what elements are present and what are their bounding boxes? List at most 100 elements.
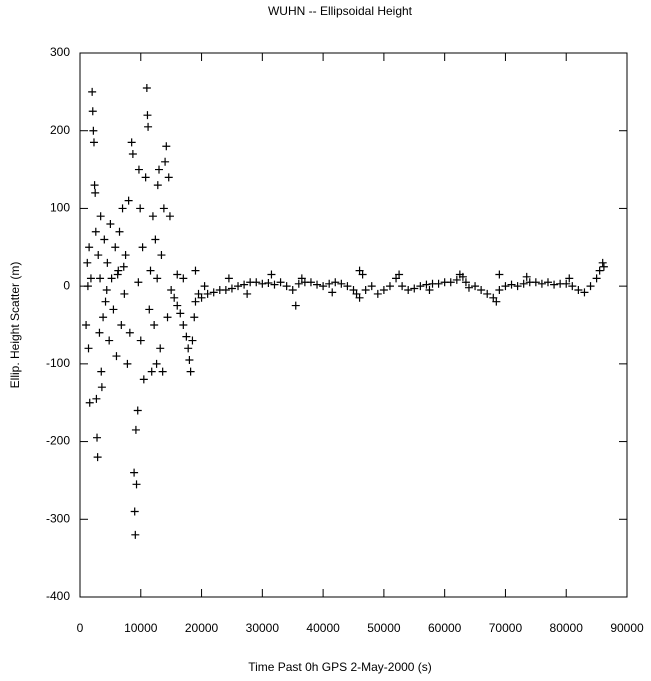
data-point (483, 289, 492, 298)
data-point (227, 284, 236, 293)
data-point (519, 279, 528, 288)
data-point (543, 278, 552, 287)
data-point (96, 274, 105, 283)
data-point (139, 375, 148, 384)
data-point (328, 288, 337, 297)
data-point (599, 262, 608, 271)
data-point (355, 293, 364, 302)
x-tick-label: 60000 (428, 621, 462, 635)
x-tick-label: 30000 (246, 621, 280, 635)
data-point (93, 433, 102, 442)
plot-frame (79, 52, 628, 598)
data-point (224, 274, 233, 283)
data-point (93, 453, 102, 462)
data-point (373, 289, 382, 298)
data-point (117, 321, 126, 329)
data-point (270, 280, 279, 289)
data-point (134, 278, 143, 287)
data-point (343, 282, 352, 291)
data-point (143, 111, 152, 120)
data-point (501, 282, 510, 291)
data-point (313, 280, 322, 289)
data-point (598, 258, 607, 267)
data-point (495, 286, 504, 295)
data-point (144, 122, 153, 131)
data-point (112, 352, 121, 361)
x-tick-label: 40000 (306, 621, 340, 635)
data-point (331, 278, 340, 287)
data-point (398, 282, 407, 291)
data-point (157, 251, 166, 260)
data-point (114, 266, 123, 275)
data-point (190, 313, 199, 322)
data-point (121, 251, 130, 260)
data-point (325, 279, 334, 288)
data-point (153, 274, 162, 283)
data-point (134, 165, 143, 174)
data-point (100, 235, 109, 244)
data-point (182, 332, 191, 341)
y-axis-label: Ellip. Height Scatter (m) (8, 262, 22, 389)
y-tick-label: -300 (46, 511, 70, 525)
data-point (105, 336, 114, 345)
data-point (367, 282, 376, 291)
data-point (425, 286, 434, 295)
data-point (115, 227, 124, 236)
data-point (264, 279, 273, 288)
data-point (151, 235, 160, 244)
data-point (458, 272, 467, 281)
data-point (288, 286, 297, 295)
data-point (95, 328, 104, 337)
data-point (131, 530, 140, 539)
y-tick-label: -400 (46, 589, 70, 603)
data-point (162, 142, 171, 151)
data-point (404, 286, 413, 295)
data-point (91, 188, 100, 197)
data-point (109, 305, 118, 314)
data-point (132, 480, 141, 489)
data-point (580, 288, 589, 297)
y-tick-label: 200 (50, 123, 70, 137)
data-point (531, 278, 540, 287)
data-point (188, 336, 197, 345)
data-point (191, 297, 200, 306)
data-point (258, 279, 267, 288)
data-point (161, 157, 170, 166)
data-point (106, 219, 115, 228)
data-point (85, 398, 94, 407)
chart-title: WUHN -- Ellipsoidal Height (268, 4, 413, 18)
data-point (128, 150, 137, 159)
x-tick-label: 10000 (124, 621, 158, 635)
data-point (111, 243, 120, 252)
data-point (492, 297, 501, 306)
data-point (586, 282, 595, 291)
data-point (97, 383, 106, 392)
data-point (152, 359, 161, 368)
data-point (562, 279, 571, 288)
data-point (477, 286, 486, 295)
data-point (200, 282, 209, 291)
data-point (89, 138, 98, 147)
x-tick-label: 0 (77, 621, 84, 635)
data-point (495, 270, 504, 279)
data-point (203, 289, 212, 298)
data-point (537, 279, 546, 288)
y-tick-label: 100 (50, 201, 70, 215)
data-point (513, 282, 522, 291)
data-point (416, 282, 425, 291)
data-point (150, 321, 159, 329)
data-point (90, 181, 99, 190)
data-point (146, 266, 155, 275)
data-point (130, 507, 139, 516)
data-point (83, 282, 92, 291)
data-point (568, 282, 577, 291)
data-point (91, 227, 100, 236)
data-point (395, 270, 404, 279)
data-point (136, 204, 145, 213)
data-point (101, 297, 110, 306)
data-point (173, 301, 182, 310)
data-point (461, 278, 470, 287)
data-point (243, 289, 252, 298)
data-point (294, 279, 303, 288)
